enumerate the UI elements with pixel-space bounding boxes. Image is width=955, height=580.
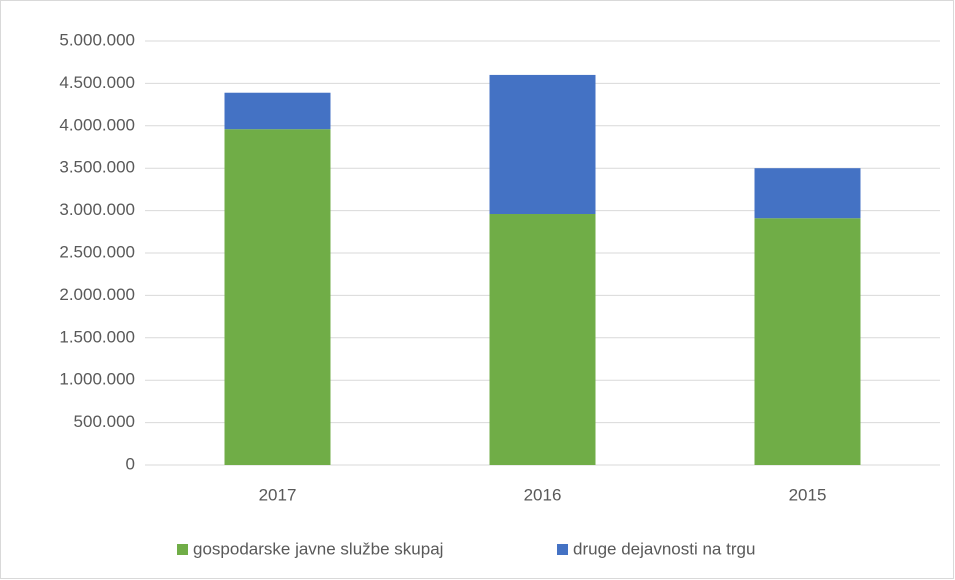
bar-segment [224, 92, 331, 130]
y-tick-label: 1.500.000 [59, 327, 135, 346]
bar-segment [224, 129, 331, 465]
y-tick-label: 3.500.000 [59, 158, 135, 177]
x-tick-label: 2016 [524, 485, 562, 504]
legend-label: druge dejavnosti na trgu [573, 539, 755, 558]
y-tick-label: 500.000 [74, 412, 135, 431]
legend-swatch [557, 544, 568, 555]
y-tick-label: 5.000.000 [59, 30, 135, 49]
bar-segment [754, 218, 861, 465]
bar-segment [754, 168, 861, 219]
y-tick-label: 1.000.000 [59, 370, 135, 389]
x-tick-label: 2015 [789, 485, 827, 504]
y-tick-label: 2.500.000 [59, 242, 135, 261]
y-tick-label: 4.500.000 [59, 73, 135, 92]
legend-swatch [177, 544, 188, 555]
y-tick-label: 4.000.000 [59, 115, 135, 134]
y-tick-label: 3.000.000 [59, 200, 135, 219]
bar-segment [489, 213, 596, 465]
y-tick-label: 0 [126, 454, 135, 473]
legend-label: gospodarske javne službe skupaj [193, 539, 443, 558]
x-tick-label: 2017 [259, 485, 297, 504]
bar-segment [489, 74, 596, 214]
y-tick-label: 2.000.000 [59, 285, 135, 304]
